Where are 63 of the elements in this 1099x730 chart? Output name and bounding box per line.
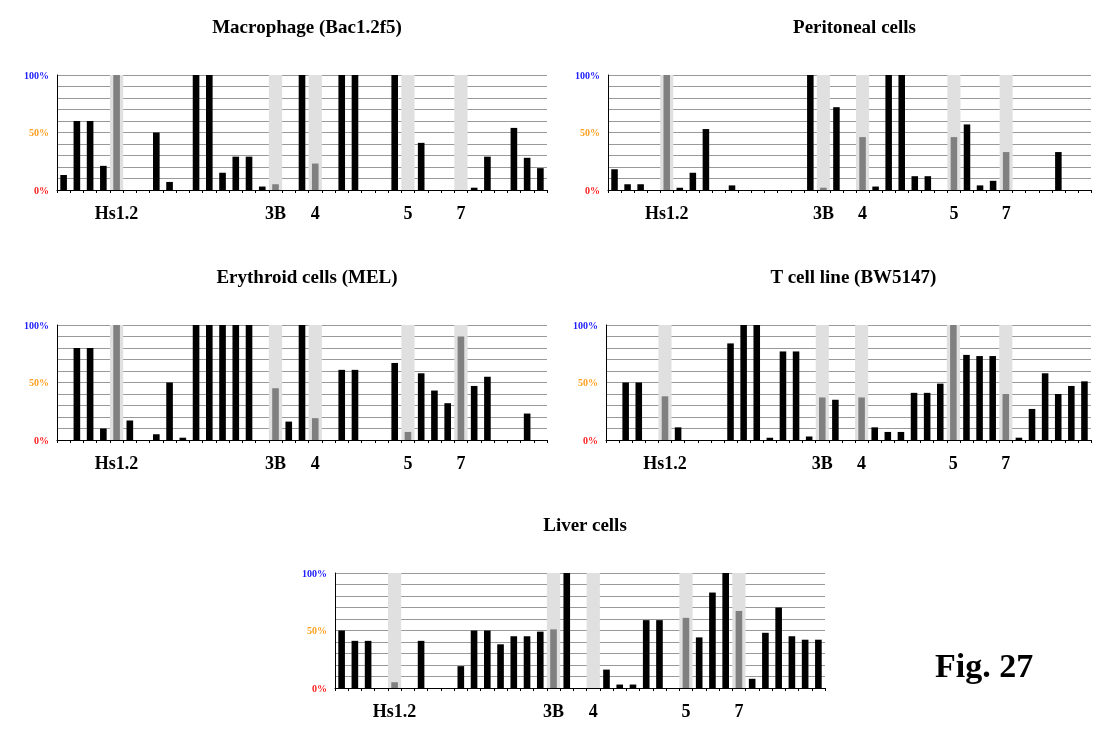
bar [661,396,669,440]
x-tick-label: 5 [948,453,958,473]
x-tick-label: 7 [456,203,466,223]
bar [859,137,866,190]
bar [391,682,398,688]
x-tick-label: 4 [858,203,868,223]
y-tick-label: 100% [24,69,49,81]
x-tick-label: 5 [403,203,413,223]
x-tick-label: 3B [265,203,287,223]
y-tick-label: 0% [34,184,49,196]
y-tick-label: 50% [580,127,600,138]
y-tick-label: 100% [573,319,598,331]
bar [404,431,412,440]
x-tick-label: 4 [310,453,320,473]
bar [950,137,958,190]
x-tick-label: Hs1.2 [644,203,689,223]
bar [550,629,557,688]
chart-title: T cell line (BW5147) [770,266,937,288]
y-tick-label: 50% [29,127,49,138]
x-tick-label: 7 [456,453,466,473]
x-tick-label: 7 [734,701,744,721]
x-tick-label: Hs1.2 [643,453,687,473]
bar [1002,394,1010,440]
x-tick-label: 7 [1001,203,1011,223]
x-tick-label: 3B [543,701,565,721]
chart-title: Macrophage (Bac1.2f5) [212,16,402,38]
x-tick-label: 3B [811,453,833,473]
x-tick-label: 7 [1001,453,1011,473]
bar [735,610,743,688]
bar [272,184,279,190]
bar [820,187,827,190]
bar [858,397,865,440]
y-tick-label: 50% [307,625,327,636]
x-tick-label: 5 [403,453,413,473]
bar [819,397,826,440]
y-tick-label: 100% [302,567,327,579]
y-tick-label: 0% [312,682,327,694]
x-tick-label: 5 [681,701,691,721]
y-tick-label: 100% [575,69,600,81]
x-tick-label: 3B [812,203,834,223]
bar [1002,152,1010,190]
bar [311,418,319,440]
y-tick-label: 0% [585,184,600,196]
chart-title: Erythroid cells (MEL) [216,266,398,288]
caption: Fig. 27 [935,646,1034,684]
x-tick-label: Hs1.2 [94,453,139,473]
chart-title: Liver cells [543,514,627,535]
bar [682,617,690,688]
x-tick-label: 4 [310,203,320,223]
y-tick-label: 50% [578,377,598,388]
y-tick-label: 0% [583,434,598,446]
x-tick-label: 4 [857,453,867,473]
y-tick-label: 0% [34,434,49,446]
x-tick-label: 4 [588,701,598,721]
x-tick-label: 5 [949,203,959,223]
y-tick-label: 100% [24,319,49,331]
chart-title: Peritoneal cells [793,16,916,37]
bar [311,163,319,190]
x-tick-label: 3B [265,453,287,473]
x-tick-label: Hs1.2 [94,203,139,223]
x-tick-label: Hs1.2 [372,701,417,721]
y-tick-label: 50% [29,377,49,388]
bar [272,388,279,440]
